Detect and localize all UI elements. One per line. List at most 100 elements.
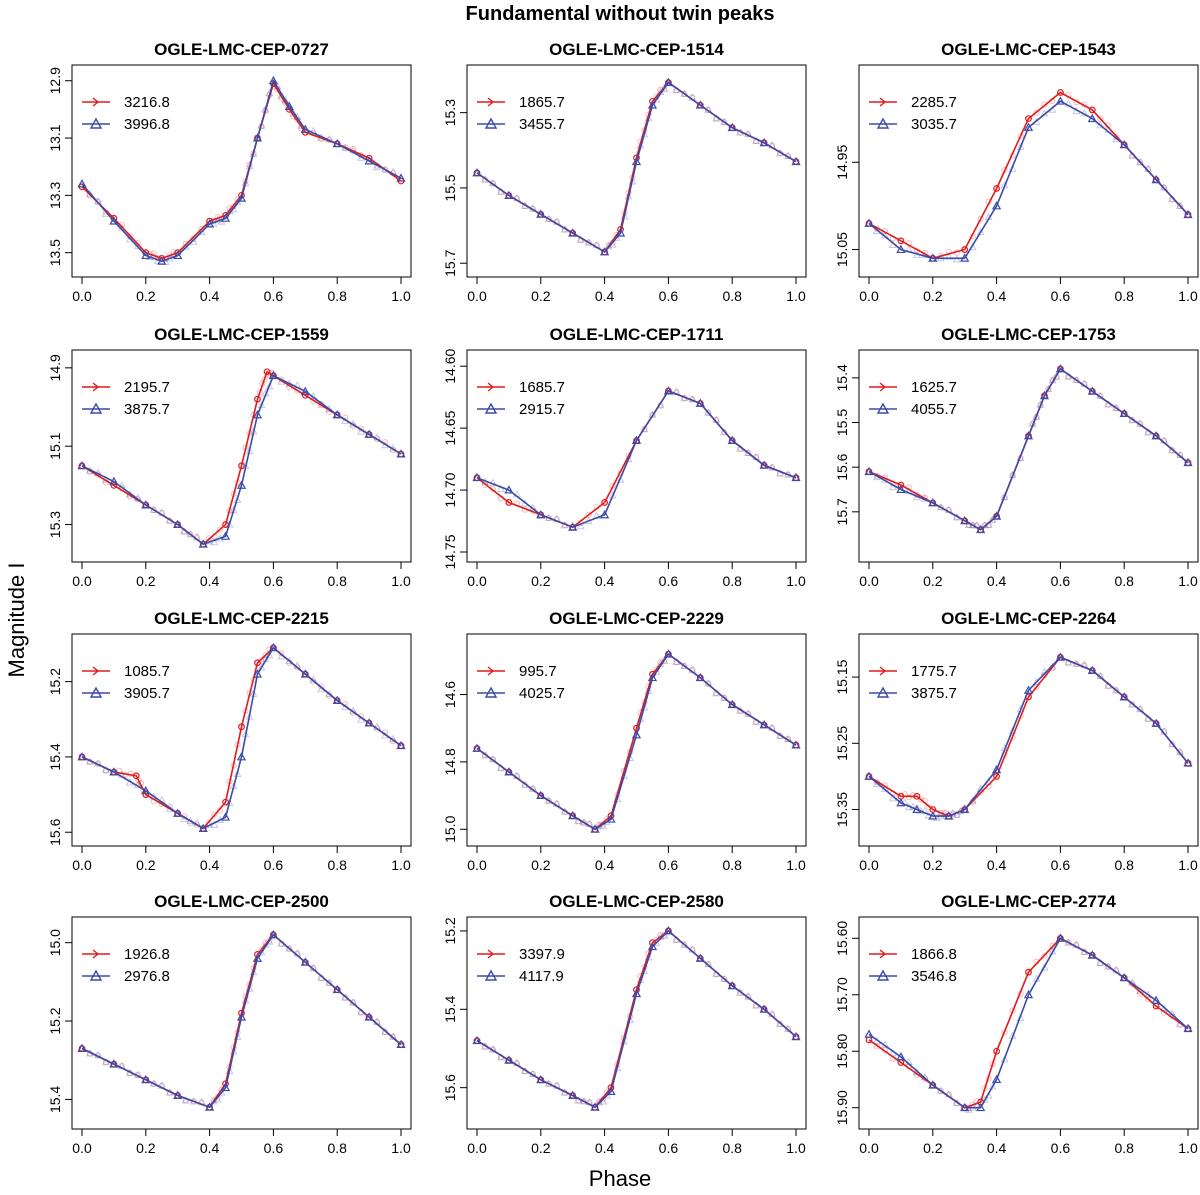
faint-point (681, 90, 688, 97)
data-point (631, 988, 642, 998)
faint-point (211, 811, 218, 818)
data-point (222, 798, 229, 806)
y-tick-label: 15.4 (47, 743, 63, 770)
faint-point (310, 678, 317, 685)
faint-point (1064, 658, 1073, 666)
y-tick-label: 15.2 (442, 917, 458, 944)
data-point (913, 792, 921, 800)
legend-marker (487, 666, 495, 676)
data-point (204, 1102, 215, 1111)
panel-title: OGLE-LMC-CEP-2580 (549, 892, 724, 911)
data-point (759, 137, 769, 147)
faint-point (652, 938, 661, 946)
x-tick-label: 0.2 (923, 288, 943, 304)
x-tick-label: 0.2 (531, 288, 551, 304)
data-point (1056, 89, 1064, 96)
data-point (864, 1029, 874, 1038)
legend-label: 1866.8 (911, 946, 957, 963)
x-tick-label: 1.0 (1178, 1140, 1198, 1156)
data-point (601, 499, 608, 506)
faint-point (1016, 142, 1025, 151)
data-point (864, 218, 874, 227)
legend-label: 3875.7 (124, 401, 170, 418)
faint-point (1129, 701, 1136, 708)
faint-point (969, 522, 976, 529)
data-point (173, 250, 183, 260)
faint-point (704, 408, 713, 416)
faint-point (1053, 373, 1060, 380)
legend-label: 2195.7 (124, 379, 170, 396)
faint-point (245, 984, 254, 992)
panel-7: OGLE-LMC-CEP-2215 0.0 0.2 0.4 0.6 0.8 1.0 15.2 1… (47, 609, 412, 873)
faint-point (193, 821, 200, 828)
x-tick-label: 0.6 (264, 1140, 284, 1156)
x-tick-label: 0.6 (264, 288, 284, 304)
x-tick-label: 1.0 (1178, 573, 1198, 589)
data-point (252, 133, 263, 142)
faint-point (784, 471, 792, 478)
x-tick-label: 0.0 (467, 857, 487, 873)
faint-point (285, 944, 294, 952)
data-point (220, 213, 231, 222)
x-tick-label: 0.6 (659, 573, 679, 589)
legend-label: 2915.7 (519, 401, 565, 418)
x-tick-label: 1.0 (786, 288, 806, 304)
faint-point (937, 1087, 944, 1094)
data-point (222, 521, 229, 528)
legend-label: 1085.7 (124, 663, 170, 680)
faint-point (350, 999, 357, 1006)
x-tick-label: 0.0 (859, 573, 879, 589)
legend-marker (484, 402, 498, 414)
legend-label: 995.7 (519, 663, 557, 680)
series-line (476, 390, 797, 529)
x-tick-label: 0.4 (595, 573, 615, 589)
faint-point (705, 680, 712, 687)
faint-point (94, 198, 102, 205)
faint-point (976, 227, 985, 236)
legend-label: 1775.7 (911, 663, 957, 680)
legend-label: 1685.7 (519, 379, 565, 396)
data-point (1025, 115, 1032, 123)
data-point (268, 930, 279, 939)
faint-point (1105, 963, 1112, 970)
legend-label: 4117.9 (519, 968, 564, 985)
panel-11: OGLE-LMC-CEP-2580 0.0 0.2 0.4 0.6 0.8 1.0 15.2 1… (442, 892, 807, 1156)
data-point (993, 773, 1000, 780)
faint-point (1168, 741, 1176, 748)
data-point (141, 785, 151, 795)
x-tick-label: 0.0 (859, 857, 879, 873)
x-tick-label: 1.0 (391, 857, 411, 873)
faint-point (721, 694, 728, 701)
data-point (663, 649, 674, 658)
legend-label: 3546.8 (911, 968, 957, 985)
data-point (928, 811, 938, 820)
legend-marker (89, 686, 103, 698)
faint-point (229, 205, 238, 213)
y-tick-label: 15.80 (834, 1034, 850, 1069)
data-point (252, 410, 263, 419)
faint-point (721, 429, 728, 436)
faint-point (580, 1098, 587, 1105)
faint-point (1000, 492, 1009, 501)
x-tick-label: 1.0 (391, 288, 411, 304)
figure-title: Fundamental without twin peaks (466, 3, 775, 25)
data-point (791, 1031, 801, 1041)
faint-point (289, 109, 298, 117)
panel-title: OGLE-LMC-CEP-2774 (941, 892, 1116, 911)
plot-frame (858, 916, 1199, 1130)
faint-point (281, 95, 290, 104)
figure-ylabel: Magnitude I (4, 563, 29, 678)
faint-point (776, 469, 785, 477)
faint-point (1017, 132, 1024, 140)
faint-point (585, 511, 592, 518)
data-point (1119, 408, 1129, 418)
data-point (220, 1082, 231, 1092)
faint-point (1097, 673, 1104, 680)
legend-marker (484, 686, 498, 698)
data-point (568, 228, 578, 237)
data-point (1151, 174, 1161, 184)
series-blue (864, 933, 1193, 1113)
data-point (300, 669, 310, 678)
faint-point (681, 662, 688, 669)
y-tick-label: 12.9 (47, 67, 63, 94)
